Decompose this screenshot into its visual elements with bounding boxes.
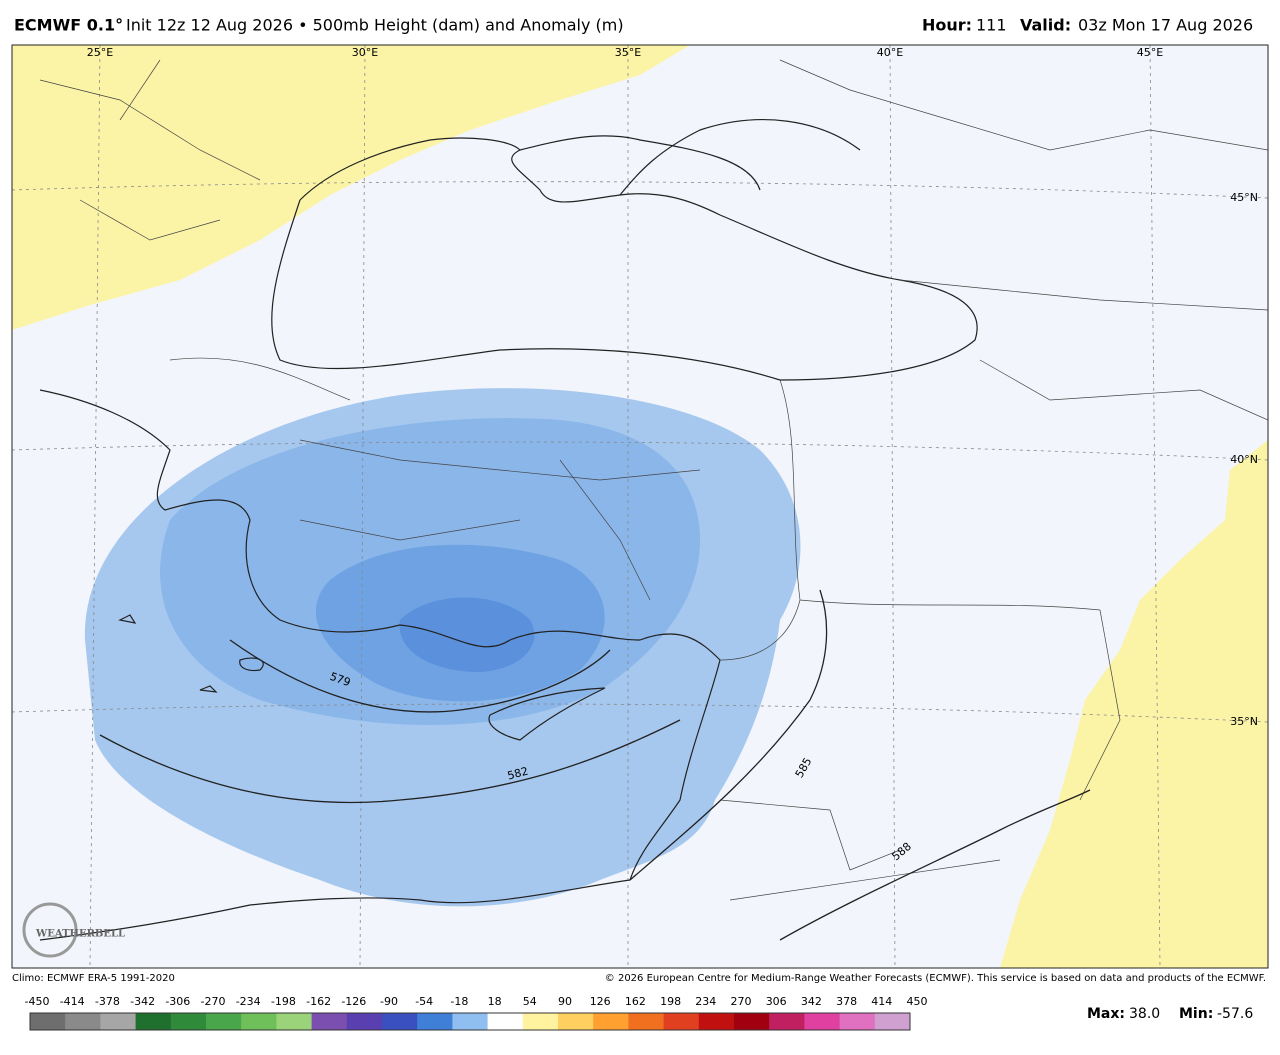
colorbar-tick-label: -126 [341,995,366,1008]
colorbar-segment [241,1013,277,1030]
latitude-label: 40°N [1230,453,1258,466]
borders [39,59,1268,901]
colorbar-tick-label: -306 [165,995,190,1008]
colorbar-tick-label: -342 [130,995,155,1008]
colorbar-segment [487,1013,524,1030]
map-description: Init 12z 12 Aug 2026 • 500mb Height (dam… [126,16,624,35]
longitude-label: 40°E [877,46,903,59]
longitude-labels: 25°E 30°E 35°E 40°E 45°E [87,46,1163,59]
coastlines [39,118,978,941]
colorbar-tick-label: -54 [415,995,433,1008]
logo-text: WEATHERBELL [35,929,125,940]
max-value: 38.0 [1129,1006,1160,1022]
negative-anomaly [399,597,535,672]
colorbar-segment [382,1013,418,1030]
min-label: Min: [1179,1006,1213,1022]
longitude-label: 35°E [615,46,641,59]
colorbar-tick-label: 54 [523,995,537,1008]
min-value: -57.6 [1217,1006,1253,1022]
colorbar-tick-label: 378 [836,995,857,1008]
longitude-label: 30°E [352,46,378,59]
colorbar-segment [628,1013,665,1030]
copyright-note: © 2026 European Centre for Medium-Range … [605,973,1266,984]
colorbar-segment [522,1013,559,1030]
colorbar-tick-label: 162 [625,995,646,1008]
colorbar-tick-label: -162 [306,995,331,1008]
colorbar-segment [206,1013,242,1030]
height-contours [99,589,1091,941]
colorbar-segment [65,1013,101,1030]
colorbar-segment [734,1013,770,1030]
colorbar-segment [593,1013,629,1030]
colorbar-segment [311,1013,348,1030]
colorbar-tick-label: 342 [801,995,822,1008]
colorbar-tick-label: -414 [60,995,85,1008]
colorbar-tick-label: -378 [95,995,120,1008]
longitude-label: 25°E [87,46,113,59]
logo: WEATHERBELL [22,902,125,958]
colorbar-tick-label: -234 [236,995,261,1008]
colorbar-tick-label: 198 [660,995,681,1008]
contour-label: 582 [506,765,530,783]
colorbar-segment [135,1013,172,1030]
max-label: Max: [1087,1006,1125,1022]
colorbar-tick-label: -198 [271,995,296,1008]
colorbar-tick-label: -90 [380,995,398,1008]
colorbar-segment [804,1013,841,1030]
colorbar-tick-label: 450 [907,995,928,1008]
colorbar: -450 -414 -378 -342 -306 -270 -234 -198 -162 -126… [25,995,928,1031]
positive-anomaly [12,45,690,330]
latitude-labels: 45°N 40°N 35°N [1230,191,1258,728]
colorbar-frame [29,1012,911,1031]
colorbar-segment [558,1013,594,1030]
positive-anomaly [1000,440,1268,968]
latitude-label: 35°N [1230,715,1258,728]
colorbar-segment [100,1013,137,1030]
model-name: ECMWF 0.1° [14,16,123,35]
colorbar-segment [663,1013,700,1030]
valid-value: 03z Mon 17 Aug 2026 [1078,16,1253,35]
colorbar-segment [452,1013,489,1030]
colorbar-segment [346,1013,383,1030]
colorbar-tick-label: -18 [450,995,468,1008]
colorbar-segment [839,1013,876,1030]
colorbar-tick-label: 414 [871,995,892,1008]
colorbar-segment [417,1013,453,1030]
colorbar-tick-label: 126 [590,995,611,1008]
colorbar-tick-label: -270 [201,995,226,1008]
colorbar-tick-label: 306 [766,995,787,1008]
colorbar-tick-label: 234 [695,995,716,1008]
colorbar-segment [769,1013,805,1030]
colorbar-tick-label: 18 [488,995,502,1008]
hour-value: 111 [976,16,1007,35]
colorbar-tick-label: 270 [731,995,752,1008]
colorbar-segment [276,1013,313,1030]
colorbar-tick-label: 90 [558,995,572,1008]
climo-note: Climo: ECMWF ERA-5 1991-2020 [12,973,175,984]
colorbar-segment [30,1013,66,1030]
hour-label: Hour: [922,16,972,35]
map-frame [11,44,1269,969]
colorbar-segment [698,1013,735,1030]
colorbar-segment [170,1013,207,1030]
longitude-label: 45°E [1137,46,1163,59]
colorbar-tick-label: -450 [25,995,50,1008]
valid-label: Valid: [1020,16,1071,35]
latitude-label: 45°N [1230,191,1258,204]
colorbar-segment [874,1013,911,1030]
